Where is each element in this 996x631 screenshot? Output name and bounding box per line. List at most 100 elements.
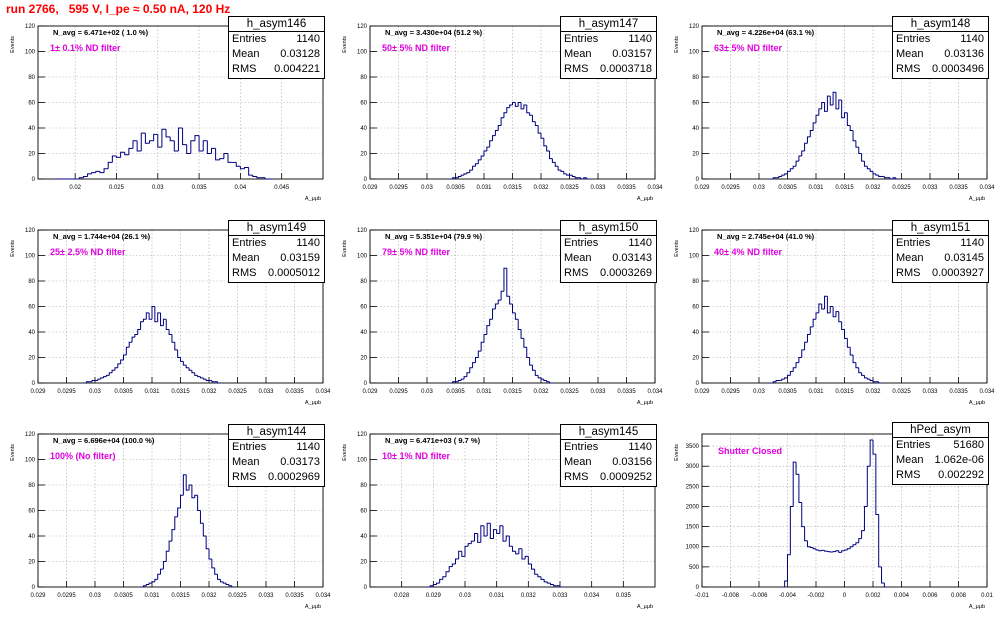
- y-tick-label: 100: [357, 254, 368, 260]
- histogram-bin: [199, 136, 203, 151]
- histogram-bin: [535, 122, 538, 126]
- stat-label: Mean: [564, 455, 592, 470]
- histogram-bin: [112, 370, 115, 373]
- histogram-bin: [170, 137, 174, 141]
- histogram-bin: [785, 174, 788, 175]
- histogram-bin: [873, 440, 876, 454]
- histogram-bin: [530, 113, 533, 116]
- x-tick-label: 0.034: [647, 185, 663, 191]
- y-tick-label: 60: [360, 509, 367, 515]
- histogram-bin: [104, 377, 107, 378]
- histogram-bin: [538, 125, 541, 133]
- y-tick-label: 20: [28, 560, 35, 566]
- histogram-bin: [867, 378, 870, 379]
- x-tick-label: 0.033: [590, 389, 606, 395]
- histogram-bin: [796, 462, 799, 474]
- x-tick-label: 0.0315: [503, 185, 522, 191]
- histogram-bin: [458, 380, 461, 381]
- histogram-bin: [141, 322, 144, 330]
- histogram-bin: [195, 373, 198, 376]
- histogram-bin: [790, 372, 793, 376]
- histogram-bin: [473, 363, 476, 368]
- histogram-bin: [215, 568, 218, 574]
- histogram-bin: [174, 141, 178, 151]
- n-avg-label: N_avg = 6.696e+04 (100.0 %): [53, 436, 154, 445]
- histogram-bin: [856, 543, 859, 545]
- y-tick-label: 3000: [686, 464, 700, 470]
- histogram-bin: [449, 567, 452, 572]
- n-avg-label: N_avg = 6.471e+02 ( 1.0 %): [53, 28, 148, 37]
- x-tick-label: 0.0335: [949, 185, 968, 191]
- histogram-bin: [810, 131, 813, 137]
- histogram-bin: [161, 569, 164, 574]
- histogram-bin: [437, 583, 440, 584]
- y-tick-label: 60: [692, 305, 699, 311]
- histogram-bin: [467, 173, 470, 174]
- histogram-bin: [816, 115, 819, 123]
- y-tick-label: 0: [696, 381, 700, 387]
- y-tick-label: 40: [692, 330, 699, 336]
- y-tick-label: 0: [696, 585, 700, 591]
- x-tick-label: 0.034: [315, 593, 331, 599]
- histogram-bin: [825, 550, 828, 551]
- histogram-bin: [206, 379, 209, 380]
- histogram-bin: [788, 171, 791, 174]
- histogram-bin: [870, 379, 873, 380]
- y-tick-label: 100: [689, 254, 700, 260]
- stat-label: RMS: [896, 468, 920, 483]
- stat-value-entries: 1140: [628, 440, 652, 455]
- y-axis-title: Events: [342, 444, 348, 461]
- y-tick-label: 0: [696, 177, 700, 183]
- stat-label: Mean: [896, 251, 924, 266]
- y-tick-label: 2500: [686, 484, 700, 490]
- histogram-bin: [544, 379, 547, 380]
- histogram-bin: [564, 171, 567, 174]
- y-axis-title: Events: [674, 240, 680, 257]
- stat-value-mean: 0.03156: [612, 455, 652, 470]
- stat-value-rms: 0.0003718: [600, 62, 652, 77]
- x-tick-label: 0: [843, 593, 847, 599]
- y-tick-label: 20: [28, 356, 35, 362]
- histogram-bin: [166, 319, 169, 329]
- histogram-bin: [510, 105, 513, 108]
- y-tick-label: 80: [360, 279, 367, 285]
- y-tick-label: 0: [32, 381, 36, 387]
- histogram-bin: [550, 151, 553, 159]
- stat-label: Entries: [896, 32, 930, 47]
- x-tick-label: 0.045: [274, 185, 290, 191]
- histogram-bin: [558, 166, 561, 170]
- histogram-bin: [129, 148, 133, 154]
- histogram-bin: [467, 373, 470, 377]
- histogram-bin: [535, 370, 538, 375]
- y-tick-label: 100: [357, 458, 368, 464]
- histogram-bin: [92, 380, 95, 381]
- histogram-bin: [232, 586, 235, 587]
- histogram-bin: [538, 574, 541, 577]
- histogram-bin: [478, 351, 481, 357]
- histogram-bin: [207, 141, 211, 154]
- x-tick-label: 0.028: [394, 593, 410, 599]
- histogram-bin: [538, 375, 541, 378]
- y-tick-label: 20: [692, 356, 699, 362]
- x-tick-label: 0.031: [808, 389, 824, 395]
- n-avg-label: N_avg = 4.226e+04 (63.1 %): [717, 28, 814, 37]
- y-tick-label: 100: [25, 50, 36, 56]
- x-tick-label: -0.01: [695, 593, 709, 599]
- stat-value-mean: 0.03145: [944, 251, 984, 266]
- stat-row-mean: Mean 0.03156: [561, 455, 656, 470]
- x-tick-label: 0.033: [922, 185, 938, 191]
- histogram-bin: [433, 584, 436, 585]
- histogram-bin: [776, 380, 779, 381]
- histogram-bin: [555, 162, 558, 166]
- histogram-bin: [141, 133, 145, 151]
- stat-value-mean: 0.03173: [280, 455, 320, 470]
- histogram-bin: [83, 176, 87, 177]
- histogram-bin: [137, 141, 141, 151]
- histogram-bin: [544, 138, 547, 146]
